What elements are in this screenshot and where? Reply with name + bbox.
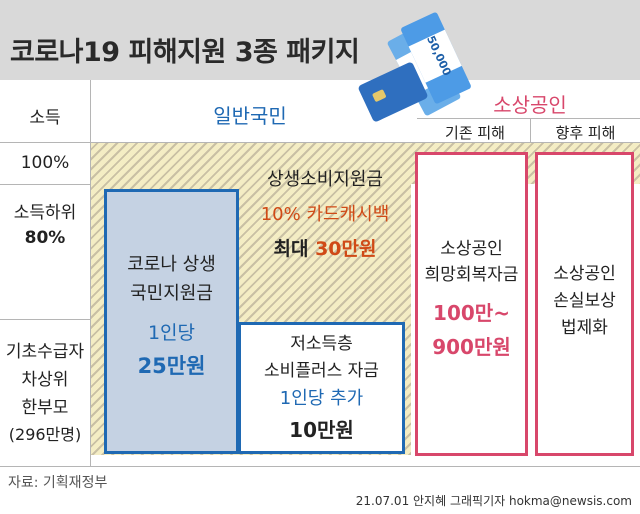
source-label: 자료: 기획재정부 — [8, 475, 108, 491]
low-income-plus-per-person: 1인당 추가 — [279, 388, 364, 409]
cashback-max: 최대 30만원 — [240, 234, 410, 261]
divider-row-80 — [0, 319, 90, 320]
loss-compensation-title: 소상공인 — [553, 264, 616, 284]
header-future-damage: 향후 피해 — [555, 124, 616, 142]
divider-business-columns — [530, 118, 531, 142]
row-label-100-percent: 100% — [20, 153, 70, 173]
loss-compensation-box — [535, 152, 634, 456]
national-grant-per-person: 1인당 — [147, 322, 196, 344]
row-label-near-poor: 차상위 — [21, 370, 69, 390]
divider-row-header — [0, 142, 640, 143]
loss-compensation-legislation: 법제화 — [561, 318, 608, 338]
page-title: 코로나19 피해지원 3종 패키지 — [10, 37, 360, 68]
row-label-80-percent: 80% — [24, 228, 66, 248]
national-grant-amount: 25만원 — [137, 354, 206, 378]
cashback-max-prefix: 최대 — [273, 238, 316, 260]
row-label-income: 소득 — [29, 108, 61, 128]
row-label-basic-recipient: 기초수급자 — [5, 342, 85, 362]
national-grant-title: 코로나 상생 — [127, 254, 216, 275]
hope-recovery-box — [415, 152, 528, 456]
low-income-plus-name: 소비플러스 자금 — [264, 361, 379, 381]
cashback-max-amount: 30만원 — [315, 238, 377, 260]
national-grant-name: 국민지원금 — [130, 283, 213, 304]
low-income-plus-title: 저소득층 — [290, 334, 353, 354]
hope-recovery-amount-max: 900만원 — [432, 335, 511, 359]
hope-recovery-amount-min: 100만~ — [433, 301, 510, 325]
title-bar — [0, 0, 640, 80]
low-income-plus-box — [238, 322, 405, 454]
divider-col-label — [90, 80, 91, 466]
hope-recovery-title: 소상공인 — [440, 239, 503, 259]
row-label-count: (296만명) — [8, 425, 82, 444]
loss-compensation-name: 손실보상 — [553, 291, 616, 311]
row-label-lower-income: 소득하위 — [13, 203, 77, 223]
header-general-public: 일반국민 — [213, 104, 287, 128]
low-income-plus-amount: 10만원 — [289, 418, 354, 442]
divider-business-subheader — [417, 118, 640, 119]
header-small-business: 소상공인 — [493, 93, 567, 117]
header-existing-damage: 기존 피해 — [445, 124, 505, 142]
hope-recovery-name: 희망회복자금 — [424, 265, 519, 285]
row-label-single-parent: 한부모 — [21, 398, 69, 418]
footer-divider — [0, 466, 640, 467]
national-grant-box — [104, 189, 239, 454]
credit-label: 21.07.01 안지혜 그래픽기자 hokma@newsis.com — [355, 494, 632, 508]
cashback-rate: 10% 카드캐시백 — [260, 204, 390, 225]
divider-row-100 — [0, 184, 90, 185]
cashback-title: 상생소비지원금 — [267, 169, 383, 190]
